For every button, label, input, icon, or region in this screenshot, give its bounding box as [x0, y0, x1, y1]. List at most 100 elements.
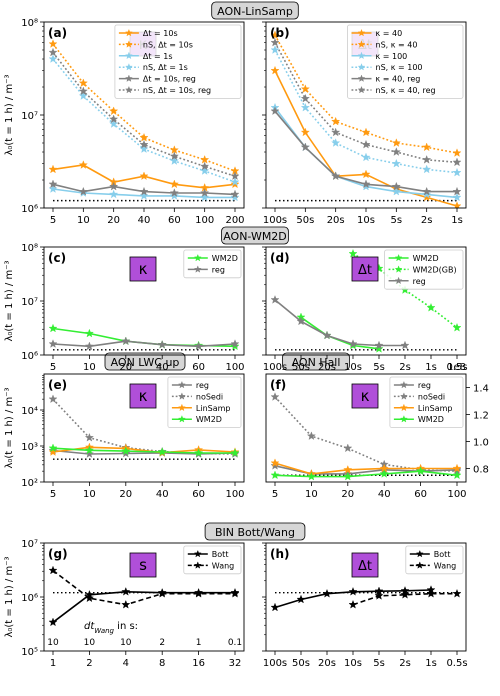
- data-point: [84, 445, 94, 455]
- axes-frame: [265, 373, 467, 483]
- x-tick-label: 0.5s: [446, 362, 467, 373]
- data-point: [84, 341, 94, 351]
- dt-label: 2: [159, 638, 165, 648]
- series-line: [52, 446, 236, 454]
- x-tick-label: 200: [225, 215, 244, 226]
- data-point: [169, 151, 179, 161]
- x-tick-label: 1s: [451, 215, 463, 226]
- data-point: [230, 177, 240, 186]
- section-headers: AON-LinSamp AON-WM2D AON LWC up AON Hall BIN…: [104, 1, 350, 541]
- series-line: [52, 447, 235, 454]
- y-tick-label: 1.0: [473, 438, 489, 449]
- x-tick-label: 50s: [292, 658, 310, 669]
- data-point: [200, 192, 210, 202]
- data-point: [391, 147, 401, 156]
- panel-letter: (e): [48, 378, 67, 392]
- data-point: [84, 449, 94, 458]
- header-row4: BIN Bott/Wang: [204, 522, 306, 541]
- x-tick-label: 0.5s: [446, 658, 467, 669]
- dt-annotation-sub: Wang: [94, 627, 114, 635]
- header-row2-text: AON-WM2D: [223, 230, 287, 243]
- legend-marker: [193, 253, 202, 262]
- data-point: [109, 189, 119, 199]
- panel-letter: (d): [270, 251, 290, 265]
- data-point: [296, 594, 306, 604]
- legend-marker: [193, 549, 202, 558]
- data-point: [194, 341, 204, 351]
- data-point: [48, 164, 58, 174]
- data-point: [331, 171, 341, 181]
- data-point: [78, 186, 88, 196]
- data-point: [270, 602, 280, 612]
- data-point: [322, 330, 332, 340]
- x-tick-label: 1s: [425, 362, 437, 373]
- legend-marker: [178, 392, 186, 400]
- x-tick-label: 50s: [292, 362, 310, 373]
- data-point: [300, 93, 310, 103]
- data-point: [374, 344, 384, 353]
- legend-label: Bott: [212, 550, 229, 559]
- parameter-badge: [129, 383, 157, 409]
- header-row3-left-text: AON LWC up: [111, 356, 180, 369]
- legend-label: reg: [196, 381, 209, 390]
- legend-marker: [357, 85, 366, 94]
- header-row3-right: AON Hall: [282, 352, 350, 371]
- dt-annotation-part: dt: [84, 621, 95, 632]
- axes-frame: [43, 373, 245, 483]
- y-tick-label: 10⁷: [21, 111, 38, 122]
- data-point: [306, 431, 316, 440]
- x-tick-label: 2: [86, 658, 92, 669]
- ylabel-row2: λ₀(t = 1 h) / m⁻³: [4, 260, 15, 341]
- data-point: [84, 328, 94, 338]
- axes-frame: [265, 21, 467, 209]
- data-point: [139, 186, 149, 196]
- data-point: [391, 138, 401, 147]
- offset-label: 1e8: [447, 362, 466, 373]
- data-point: [109, 106, 119, 116]
- dt-annotation-part: in s:: [114, 621, 138, 632]
- header-row3-right-box: [282, 352, 350, 371]
- data-point: [48, 443, 58, 453]
- data-point: [331, 138, 341, 147]
- data-point: [48, 47, 58, 57]
- legend-marker: [193, 265, 202, 273]
- x-tick-label: 2s: [399, 658, 411, 669]
- axes-frame: [265, 542, 467, 652]
- data-point: [169, 191, 179, 200]
- header-row4-box: [204, 522, 306, 541]
- data-point: [109, 119, 119, 128]
- data-point: [270, 106, 280, 116]
- y-tick-label: 10⁴: [21, 406, 38, 417]
- series-group: [270, 392, 462, 481]
- panel-letter: (f): [270, 378, 286, 392]
- series-group: [270, 248, 462, 353]
- x-tick-label: 10s: [357, 215, 375, 226]
- data-point: [230, 171, 240, 181]
- data-point: [139, 132, 149, 142]
- data-point: [121, 587, 131, 596]
- parameter-badge: [351, 552, 379, 578]
- data-point: [343, 443, 353, 453]
- data-point: [169, 179, 179, 189]
- data-point: [169, 188, 179, 197]
- series-group: [270, 30, 462, 208]
- legend-label: κ = 40, reg: [376, 75, 421, 84]
- header-row2-box: [221, 226, 289, 245]
- x-tick-label: 20: [119, 362, 132, 373]
- panel-letter: (b): [270, 26, 290, 40]
- data-point: [452, 192, 462, 202]
- axes-frame: [265, 246, 467, 356]
- x-tick-label: 100s: [263, 215, 287, 226]
- legend-marker: [125, 74, 133, 82]
- x-tick-label: 5: [50, 215, 56, 226]
- legend-marker: [400, 392, 408, 400]
- legend-marker: [125, 85, 133, 94]
- legend-marker: [357, 51, 366, 60]
- x-tick-label: 60: [414, 489, 427, 500]
- x-tick-label: 5s: [373, 658, 385, 669]
- x-tick-label: 60: [192, 489, 205, 500]
- data-point: [139, 144, 149, 153]
